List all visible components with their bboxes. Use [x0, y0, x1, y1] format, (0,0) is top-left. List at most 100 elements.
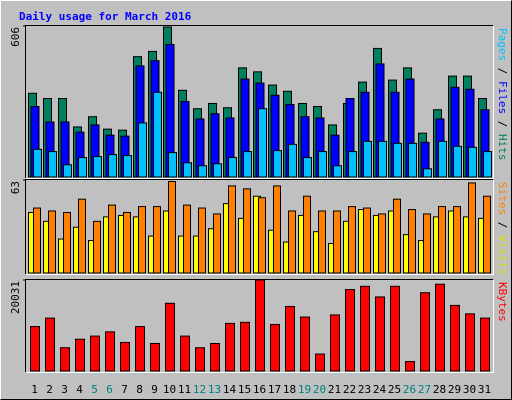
legend-entry: Sites [496, 182, 509, 215]
x-tick-label: 17 [268, 383, 281, 396]
legend: Sites / Visits [496, 182, 509, 275]
bar [408, 142, 417, 178]
bar [393, 142, 402, 178]
bar [450, 304, 460, 372]
bar [348, 206, 356, 274]
bar [243, 151, 252, 178]
bar [423, 168, 432, 178]
bar [318, 151, 327, 178]
x-tick-label: 18 [283, 383, 296, 396]
bar [60, 347, 70, 372]
bar [408, 209, 416, 274]
bar [453, 145, 462, 178]
panel-bevel-light [25, 25, 494, 179]
bar [330, 314, 340, 372]
bar [105, 331, 115, 372]
bar [333, 165, 342, 178]
bar [78, 198, 86, 274]
bar [378, 140, 387, 178]
bar [213, 213, 221, 274]
bar [285, 305, 295, 372]
bar [210, 342, 220, 372]
bar [228, 157, 237, 178]
bar [165, 302, 175, 372]
bar [48, 151, 57, 178]
bar [168, 152, 177, 178]
legend: Pages / Files / Hits [496, 28, 509, 161]
y-tick-label: 20031 [9, 281, 22, 314]
bar [168, 180, 176, 274]
bar [138, 206, 146, 274]
bar [225, 322, 235, 372]
bar [75, 338, 85, 372]
legend-entry: Hits [496, 134, 509, 161]
x-tick-label: 11 [178, 383, 191, 396]
x-tick-label: 9 [151, 383, 158, 396]
bar [480, 317, 490, 372]
bar [48, 210, 56, 274]
bar [270, 323, 280, 372]
x-tick-label: 13 [208, 383, 221, 396]
x-tick-label: 22 [343, 383, 356, 396]
x-tick-label: 31 [478, 383, 491, 396]
x-tick-label: 26 [403, 383, 416, 396]
bar [360, 285, 370, 372]
bar [228, 185, 236, 274]
bar [390, 285, 400, 372]
bar [405, 360, 415, 372]
bar [483, 195, 491, 274]
bar [63, 211, 71, 274]
bar [93, 220, 101, 274]
x-tick-label: 29 [448, 383, 461, 396]
bar [348, 151, 357, 178]
bar [303, 195, 311, 274]
bar [153, 91, 162, 178]
bar [288, 143, 297, 178]
panel-bevel-light [25, 279, 494, 373]
legend: KBytes [496, 282, 509, 322]
bar [108, 154, 117, 178]
x-tick-label: 10 [163, 383, 176, 396]
legend-entry: Visits [496, 235, 509, 275]
legend-separator: / [496, 114, 509, 134]
bar [315, 353, 325, 372]
bar [93, 156, 102, 178]
bar [468, 146, 477, 178]
x-tick-label: 5 [91, 383, 98, 396]
bar [183, 162, 192, 178]
bar [123, 155, 132, 178]
bar [33, 207, 41, 274]
legend-entry: KBytes [496, 282, 509, 322]
panel-bevel-light [25, 179, 494, 275]
x-tick-label: 3 [61, 383, 68, 396]
bar [375, 296, 385, 372]
y-tick-label: 63 [9, 181, 22, 194]
x-tick-label: 1 [31, 383, 38, 396]
x-tick-label: 21 [328, 383, 341, 396]
bar [453, 206, 461, 274]
x-tick-label: 14 [223, 383, 237, 396]
bar [213, 163, 222, 178]
bar [468, 182, 476, 274]
bar [30, 326, 40, 372]
x-tick-label: 2 [46, 383, 53, 396]
bar [198, 207, 206, 274]
bar [108, 204, 116, 274]
bar [438, 206, 446, 274]
legend-entry: Pages [496, 28, 509, 61]
bar [393, 198, 401, 274]
bar [255, 279, 265, 372]
bar [363, 140, 372, 178]
bar [465, 313, 475, 372]
bar [180, 335, 190, 372]
x-tick-label: 19 [298, 383, 311, 396]
bar [78, 157, 87, 178]
x-tick-label: 4 [76, 383, 83, 396]
legend-separator: / [496, 61, 509, 81]
bar [318, 210, 326, 274]
bar [135, 326, 145, 372]
x-tick-label: 20 [313, 383, 326, 396]
bar [273, 150, 282, 178]
x-tick-label: 24 [373, 383, 387, 396]
